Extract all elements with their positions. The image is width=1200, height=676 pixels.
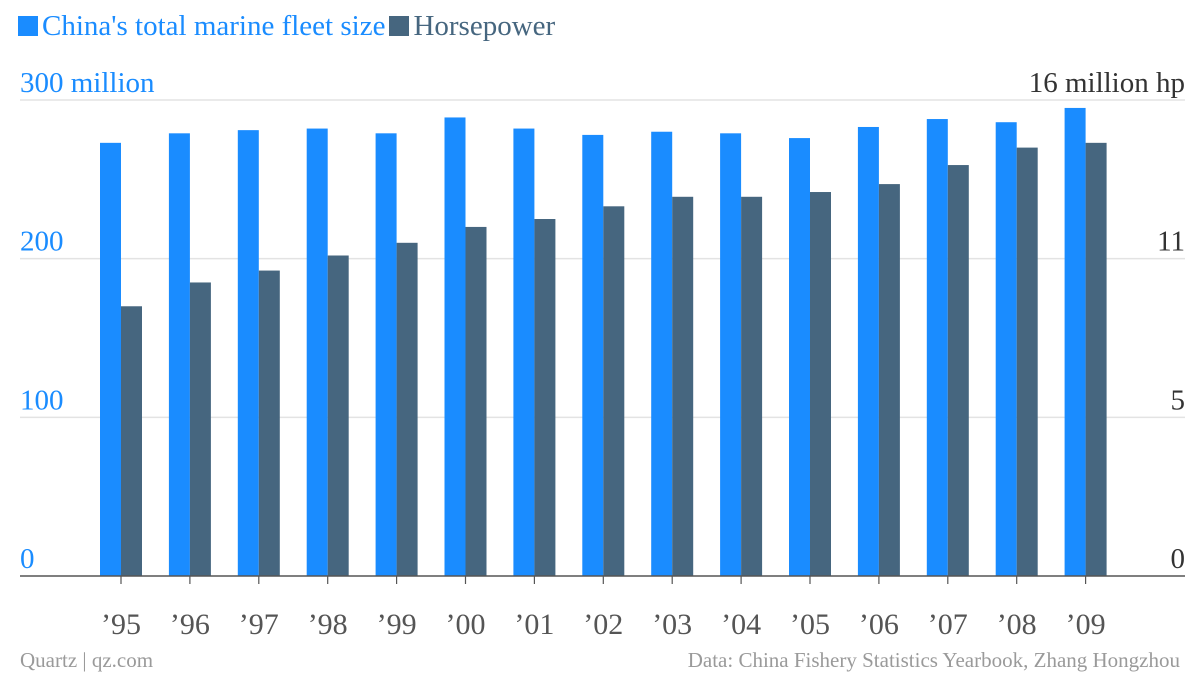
bar-fleet-size — [720, 133, 742, 576]
bar-fleet-size — [168, 133, 190, 576]
bar-fleet-size — [789, 138, 810, 576]
legend-swatch-horsepower — [389, 16, 410, 36]
bar-fleet-size — [582, 134, 604, 576]
y-right-tick-label: 16 million hp — [1029, 67, 1185, 99]
bar-horsepower — [121, 306, 142, 576]
bar-horsepower — [258, 270, 280, 576]
bar-fleet-size — [651, 131, 673, 576]
x-tick-label: ’99 — [377, 608, 417, 641]
x-tick-label: ’04 — [721, 608, 761, 641]
x-tick-label: ’06 — [859, 608, 899, 641]
bar-horsepower — [189, 282, 211, 576]
y-right-tick-label: 0 — [1171, 543, 1186, 575]
bar-horsepower — [534, 219, 556, 576]
x-tick-label: ’05 — [790, 608, 830, 641]
bar-horsepower — [1016, 147, 1038, 576]
footer-credit: Data: China Fishery Statistics Yearbook,… — [687, 648, 1180, 672]
x-tick-label: ’07 — [928, 608, 968, 641]
bar-fleet-size — [995, 122, 1017, 577]
x-tick-label: ’95 — [101, 608, 141, 641]
bar-fleet-size — [306, 128, 328, 576]
y-left-tick-label: 200 — [20, 226, 64, 258]
x-tick-label: ’08 — [997, 608, 1037, 641]
bar-fleet-size — [1064, 107, 1086, 576]
y-right-tick-label: 11 — [1157, 226, 1185, 258]
bar-horsepower — [396, 242, 418, 577]
bar-horsepower — [810, 192, 831, 576]
x-tick-label: ’01 — [514, 608, 554, 641]
y-left-tick-label: 100 — [20, 384, 64, 416]
bar-horsepower — [947, 165, 969, 576]
x-tick-label: ’98 — [308, 608, 348, 641]
y-left-tick-label: 0 — [20, 543, 35, 575]
legend-label-fleet-size: China's total marine fleet size — [42, 10, 386, 42]
bar-horsepower — [1085, 142, 1107, 576]
bar-fleet-size — [444, 117, 466, 576]
x-tick-label: ’96 — [170, 608, 210, 641]
bar-horsepower — [672, 196, 694, 576]
footer-source: Quartz | qz.com — [20, 648, 154, 672]
legend: China's total marine fleet size Horsepow… — [18, 8, 559, 44]
bar-horsepower — [465, 226, 487, 576]
bar-fleet-size — [857, 126, 879, 577]
legend-swatch-fleet-size — [18, 16, 38, 36]
y-left-tick-label: 300 million — [20, 67, 155, 99]
x-tick-label: ’03 — [652, 608, 692, 641]
x-tick-label: ’09 — [1066, 608, 1106, 641]
bar-fleet-size — [375, 133, 397, 576]
bar-horsepower — [603, 206, 625, 576]
bar-horsepower — [741, 196, 763, 576]
legend-label-horsepower: Horsepower — [413, 10, 556, 42]
x-tick-label: ’02 — [583, 608, 623, 641]
bar-fleet-size — [237, 130, 259, 576]
bar-fleet-size — [926, 119, 948, 576]
legend-item-fleet-size: China's total marine fleet size — [18, 8, 385, 44]
x-tick-label: ’00 — [446, 608, 486, 641]
bar-horsepower — [327, 255, 349, 576]
y-right-tick-label: 5 — [1171, 384, 1186, 416]
x-tick-label: ’97 — [239, 608, 279, 641]
legend-item-horsepower: Horsepower — [389, 8, 555, 44]
bar-fleet-size — [513, 128, 535, 576]
bar-horsepower — [878, 184, 900, 577]
bar-fleet-size — [100, 142, 121, 576]
